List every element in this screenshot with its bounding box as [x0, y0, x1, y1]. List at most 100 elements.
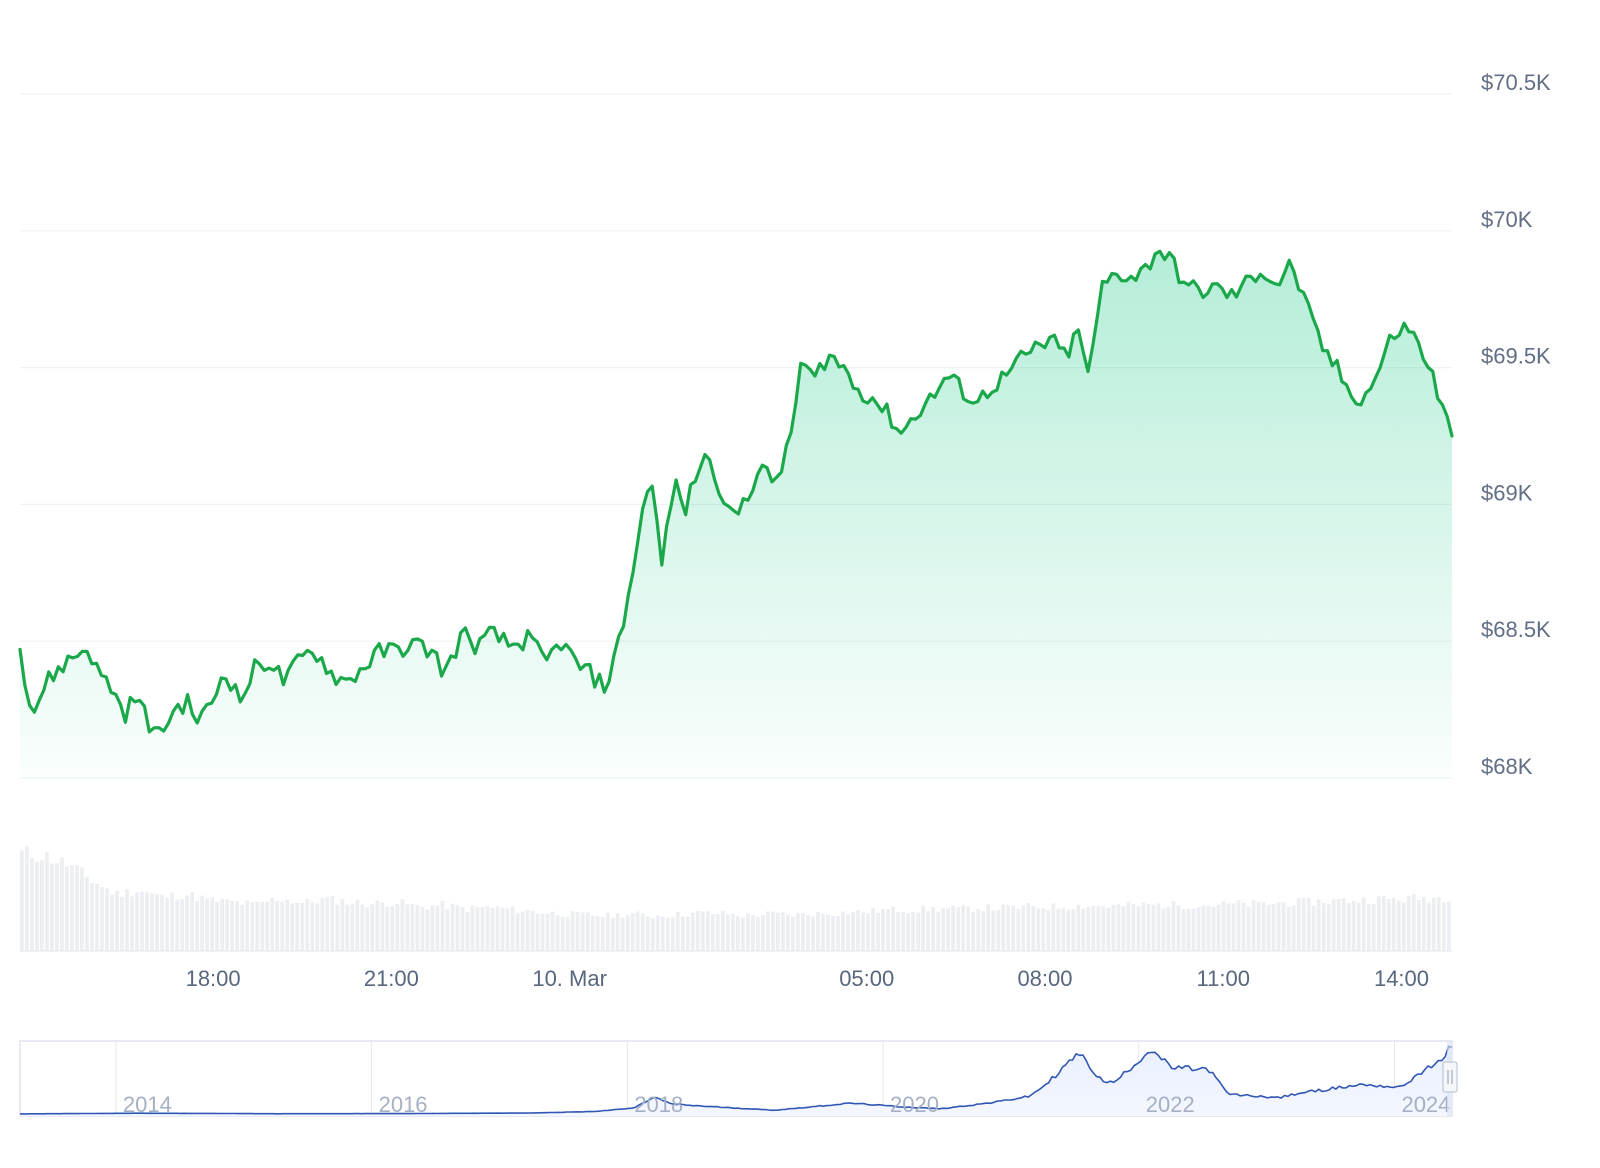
volume-bar: [695, 910, 700, 951]
volume-bar: [495, 906, 500, 951]
volume-bar: [710, 914, 715, 951]
volume-bar: [756, 916, 760, 951]
volume-bar: [95, 883, 99, 951]
y-tick-label: $70K: [1481, 207, 1533, 232]
volume-bar: [966, 906, 971, 951]
navigator-handle[interactable]: [1442, 1061, 1458, 1093]
volume-bar: [936, 911, 940, 951]
volume-bar: [460, 907, 465, 951]
volume-bar: [791, 916, 795, 951]
volume-bar: [826, 914, 830, 951]
volume-bar: [225, 898, 229, 951]
volume-bar: [866, 913, 870, 951]
volume-bar: [20, 850, 24, 951]
volume-bar: [986, 904, 991, 951]
volume-bar: [425, 909, 430, 951]
volume-bar: [645, 916, 650, 951]
volume-bar: [856, 910, 860, 951]
volume-bar: [45, 852, 49, 951]
volume-bar: [1306, 897, 1311, 951]
volume-bar: [1426, 902, 1431, 951]
volume-bar: [675, 912, 680, 951]
volume-bar: [1141, 902, 1146, 951]
volume-bar: [1061, 907, 1066, 951]
volume-bar: [230, 901, 235, 951]
volume-bar: [816, 912, 820, 951]
volume-bar: [741, 917, 745, 951]
volume-bar: [625, 914, 630, 951]
volume-bar: [640, 913, 645, 951]
volume-bar: [215, 901, 219, 951]
volume-bar: [150, 893, 154, 951]
volume-bar: [841, 911, 845, 951]
volume-bar: [635, 911, 640, 951]
volume-bar: [916, 912, 920, 951]
navigator-handle-grip[interactable]: [1442, 1061, 1458, 1093]
navigator-year-label: 2018: [634, 1092, 683, 1117]
volume-bar: [781, 912, 785, 951]
volume-bar: [500, 907, 505, 951]
volume-bar: [1286, 906, 1291, 951]
volume-bar: [195, 901, 199, 951]
navigator-year-label: 2014: [123, 1092, 172, 1117]
volume-bar: [390, 906, 395, 951]
volume-bar: [560, 916, 565, 951]
volume-bars: [20, 846, 1451, 951]
volume-bar: [490, 907, 495, 951]
volume-bar: [1181, 909, 1186, 951]
volume-bar: [415, 904, 420, 951]
volume-bar: [530, 911, 535, 951]
volume-bar: [470, 905, 475, 951]
volume-bar: [971, 911, 976, 951]
y-tick-label: $69K: [1481, 480, 1533, 505]
volume-bar: [1091, 905, 1096, 951]
y-tick-label: $68.5K: [1481, 617, 1551, 642]
volume-bar: [1266, 904, 1271, 951]
volume-bar: [811, 916, 815, 951]
volume-bar: [520, 911, 525, 951]
volume-bar: [585, 912, 590, 951]
volume-bar: [175, 899, 179, 951]
volume-bar: [35, 861, 39, 951]
volume-bar: [730, 913, 735, 951]
volume-bar: [941, 908, 945, 951]
volume-bar: [1026, 903, 1031, 951]
volume-bar: [1326, 904, 1331, 951]
volume-bar: [1356, 902, 1361, 951]
volume-bar: [595, 916, 600, 951]
volume-bar: [1086, 907, 1091, 951]
volume-bar: [260, 901, 265, 951]
volume-bar: [345, 904, 350, 951]
volume-bar: [725, 914, 730, 951]
volume-bar: [991, 910, 996, 951]
range-navigator[interactable]: 2014 2016 2018 2020 2022 2024: [19, 1040, 1458, 1117]
volume-bar: [886, 909, 890, 951]
volume-bar: [40, 860, 44, 951]
volume-bar: [315, 903, 320, 951]
volume-bar: [1401, 902, 1406, 951]
volume-bar: [295, 902, 300, 951]
volume-bar: [951, 905, 956, 951]
volume-bar: [435, 905, 440, 951]
volume-bar: [210, 897, 214, 951]
volume-bar: [140, 891, 144, 951]
volume-bar: [565, 916, 570, 951]
navigator-line: [20, 1045, 1453, 1115]
volume-bar: [250, 902, 255, 951]
volume-bar: [665, 917, 670, 951]
volume-bar: [906, 913, 910, 951]
volume-bar: [1136, 906, 1141, 951]
volume-bar: [1016, 908, 1021, 951]
volume-bar: [485, 905, 490, 951]
volume-bar: [1046, 910, 1051, 951]
volume-bar: [355, 899, 360, 951]
volume-bar: [1056, 908, 1061, 951]
volume-bar: [650, 917, 655, 951]
volume-bar: [1391, 897, 1396, 951]
volume-bar: [240, 904, 245, 951]
volume-bar: [1341, 898, 1346, 951]
volume-bar: [1276, 902, 1281, 951]
volume-bar: [831, 915, 835, 951]
volume-bar: [736, 916, 740, 951]
volume-bar: [160, 894, 164, 951]
